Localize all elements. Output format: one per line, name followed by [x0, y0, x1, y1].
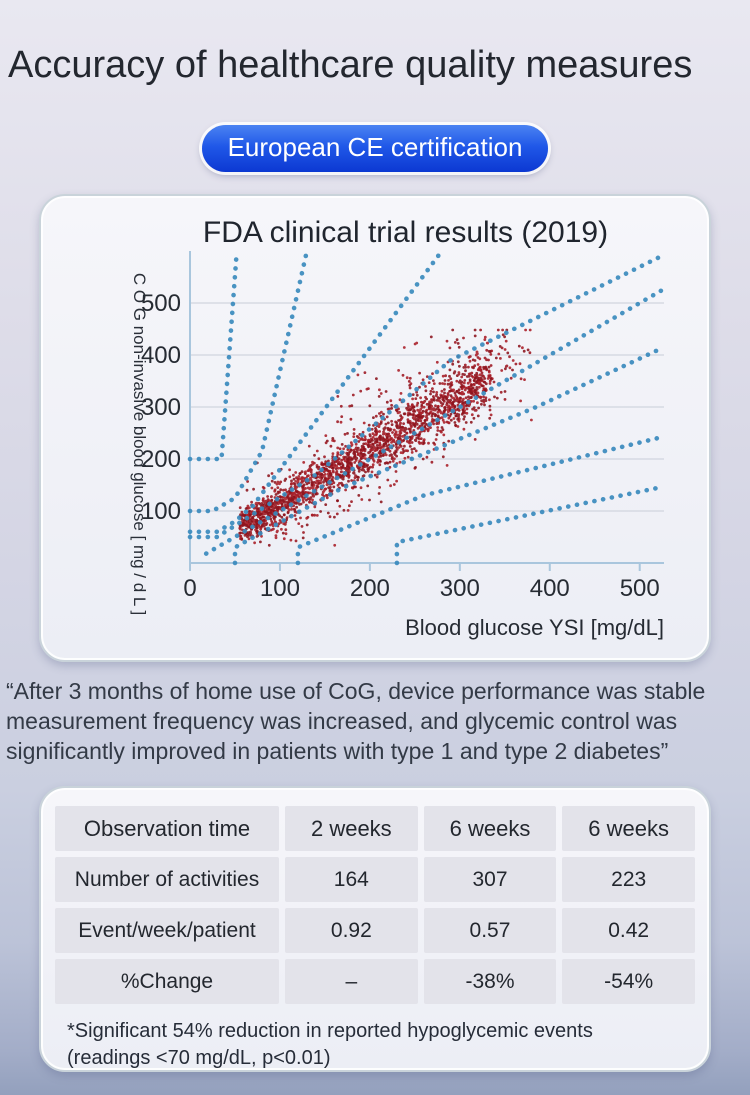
chart-title: FDA clinical trial results (2019) — [202, 216, 609, 249]
table-header-value: 6 weeks — [423, 806, 557, 851]
error-grid-zone-b-lower — [232, 344, 667, 566]
table-cell-value: 0.92 — [285, 908, 418, 953]
footnote-line: *Significant 54% reduction in reported h… — [67, 1020, 593, 1042]
quote-line: measurement frequency was increased, and… — [6, 708, 678, 734]
y-tick-label: 200 — [141, 446, 181, 473]
table-cell-value: 307 — [423, 857, 557, 902]
table-cell-value: 223 — [562, 857, 695, 902]
error-grid-zone-e-upper — [187, 248, 240, 462]
x-tick-label: 400 — [530, 575, 570, 602]
table-cell-value: 164 — [285, 857, 418, 902]
footnote-text: *Significant 54% reduction in reported h… — [67, 1018, 709, 1072]
y-tick-label: 300 — [141, 394, 181, 421]
x-axis-label: Blood glucose YSI [mg/dL] — [405, 615, 664, 640]
x-tick-label: 300 — [440, 575, 480, 602]
table-cell-value: – — [285, 959, 418, 1004]
scatter-error-grid-chart: 100 200 300 400 500 0 100 200 300 400 500 Blood glu… — [141, 248, 667, 640]
table-row-label: %Change — [55, 959, 279, 1004]
x-tick-label: 100 — [260, 575, 300, 602]
results-table: Observation time 2 weeks 6 weeks 6 weeks Num… — [55, 806, 695, 1004]
error-grid-zone-c-upper — [187, 248, 445, 535]
error-grid-zone-d-upper — [187, 248, 310, 514]
footnote-line: (readings <70 mg/dL, p<0.01) — [67, 1047, 331, 1069]
table-header-label: Observation time — [55, 806, 279, 851]
error-grid-zone-b-upper — [187, 253, 664, 540]
page-title: Accuracy of healthcare quality measures — [8, 44, 693, 86]
table-cell-value: 0.42 — [562, 908, 695, 953]
y-tick-label: 400 — [141, 342, 181, 369]
table-row-label: Event/week/patient — [55, 908, 279, 953]
quote-line: significantly improved in patients with … — [6, 738, 669, 764]
y-tick-label: 500 — [141, 290, 181, 317]
quote-line: “After 3 months of home use of CoG, devi… — [6, 678, 706, 704]
scatter-points — [238, 328, 533, 547]
error-grid-zone-c-lower — [295, 434, 667, 566]
x-tick-label: 0 — [183, 575, 196, 602]
scatter-points — [238, 328, 530, 547]
ce-certification-badge: European CE certification — [201, 125, 549, 172]
chart-card: FDA clinical trial results (2019) C O G … — [39, 194, 711, 662]
table-cell-value: -38% — [423, 959, 557, 1004]
quote-text: “After 3 months of home use of CoG, devi… — [6, 676, 746, 766]
x-tick-label: 200 — [350, 575, 390, 602]
badge-row: European CE certification — [0, 125, 750, 172]
table-header-value: 6 weeks — [562, 806, 695, 851]
results-table-card: Observation time 2 weeks 6 weeks 6 weeks Num… — [39, 786, 711, 1072]
error-grid-zone-d-lower — [394, 484, 667, 566]
table-row-label: Number of activities — [55, 857, 279, 902]
y-tick-label: 100 — [141, 498, 181, 525]
table-header-value: 2 weeks — [285, 806, 418, 851]
x-tick-label: 500 — [620, 575, 660, 602]
table-cell-value: -54% — [562, 959, 695, 1004]
table-cell-value: 0.57 — [423, 908, 557, 953]
error-grid-identity — [203, 286, 667, 556]
